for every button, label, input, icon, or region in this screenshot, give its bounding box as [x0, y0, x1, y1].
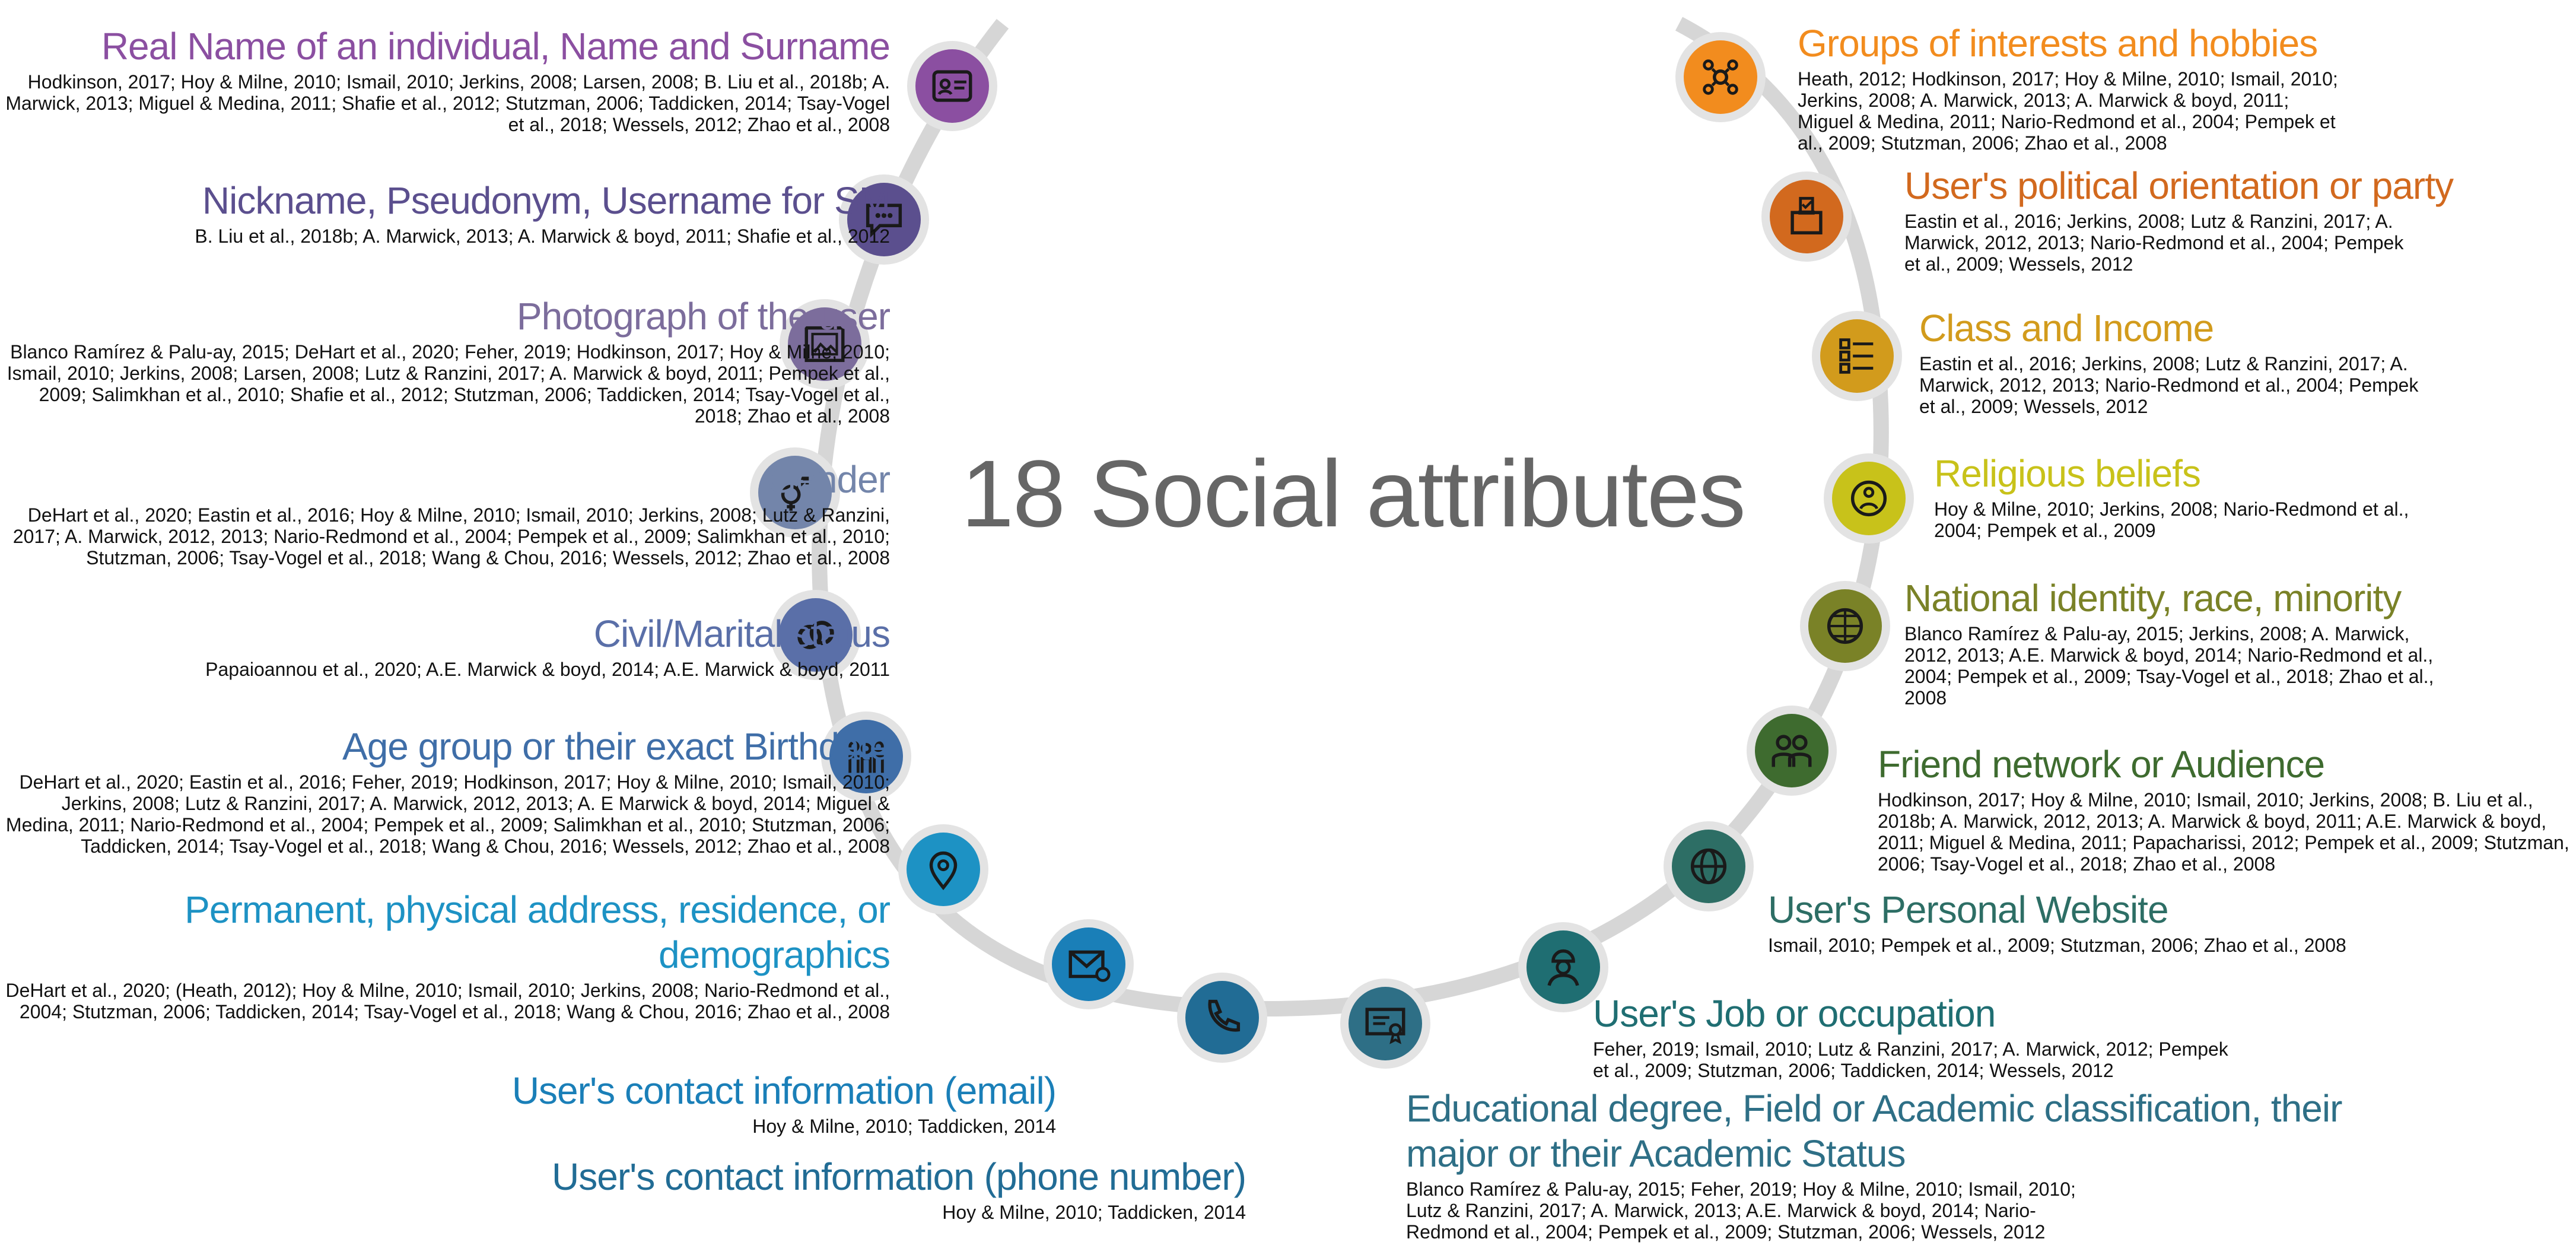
attribute-refs: Blanco Ramírez & Palu-ay, 2015; DeHart e…	[7, 341, 890, 427]
attribute-refs: Feher, 2019; Ismail, 2010; Lutz & Ranzin…	[1593, 1038, 2228, 1081]
attribute-refs: Blanco Ramírez & Palu-ay, 2015; Jerkins,…	[1904, 623, 2434, 709]
attribute-refs: Eastin et al., 2016; Jerkins, 2008; Lutz…	[1904, 211, 2404, 275]
attribute-title: Permanent, physical address, residence, …	[185, 888, 891, 976]
attribute-website: User's Personal Website Ismail, 2010; Pe…	[1768, 887, 2576, 956]
attribute-hobbies: Groups of interests and hobbies Heath, 2…	[1798, 21, 2576, 154]
attribute-node-friends	[1755, 714, 1828, 787]
page-title: 18 Social attributes	[961, 440, 1746, 547]
attribute-refs: Blanco Ramírez & Palu-ay, 2015; Feher, 2…	[1406, 1178, 2076, 1243]
attribute-node-hobbies	[1684, 40, 1757, 114]
attribute-node-nickname	[847, 183, 921, 256]
attribute-node-address	[907, 833, 980, 906]
worker-icon	[1547, 949, 1579, 986]
attribute-node-age	[829, 720, 903, 793]
attribute-national-identity: National identity, race, minority Blanco…	[1904, 576, 2576, 709]
attribute-node-email	[1052, 927, 1125, 1001]
attribute-title: National identity, race, minority	[1904, 577, 2402, 620]
attribute-refs: B. Liu et al., 2018b; A. Marwick, 2013; …	[195, 225, 890, 247]
hobbies-icon	[1703, 59, 1738, 95]
attribute-node-religion	[1832, 462, 1906, 535]
attribute-title: Real Name of an individual, Name and Sur…	[101, 25, 891, 68]
attribute-refs: Ismail, 2010; Pempek et al., 2009; Stutz…	[1768, 935, 2346, 956]
attribute-title: Gender	[767, 458, 891, 501]
photo-frame-icon	[804, 326, 845, 363]
attribute-refs: DeHart et al., 2020; Eastin et al., 2016…	[5, 771, 890, 857]
attribute-node-real-name	[915, 49, 989, 123]
attribute-age: Age group or their exact Birthdate DeHar…	[0, 724, 891, 857]
attribute-refs: DeHart et al., 2020; Eastin et al., 2016…	[12, 504, 890, 568]
attribute-title: User's Personal Website	[1768, 888, 2169, 931]
attribute-photograph: Photograph of the user Blanco Ramírez & …	[0, 294, 891, 427]
globe-icon	[1690, 848, 1727, 885]
world-people-icon	[1827, 608, 1863, 644]
attribute-friends: Friend network or Audience Hodkinson, 20…	[1878, 742, 2572, 875]
attribute-title: Groups of interests and hobbies	[1798, 22, 2318, 65]
attribute-political: User's political orientation or party Ea…	[1904, 163, 2576, 275]
chat-bubble-icon	[866, 204, 902, 238]
attribute-refs: Papaioannou et al., 2020; A.E. Marwick &…	[205, 659, 890, 680]
attribute-title: User's political orientation or party	[1904, 164, 2454, 207]
attribute-node-national-identity	[1808, 589, 1882, 663]
attribute-title: User's Job or occupation	[1593, 992, 1996, 1035]
attribute-refs: Hodkinson, 2017; Hoy & Milne, 2010; Isma…	[1878, 789, 2569, 875]
attribute-title: User's contact information (email)	[511, 1069, 1057, 1112]
attribute-nickname: Nickname, Pseudonym, Username for SM B. …	[0, 178, 891, 247]
gender-icon	[781, 476, 809, 511]
phone-icon	[1208, 999, 1241, 1032]
attribute-refs: Hoy & Milne, 2010; Jerkins, 2008; Nario-…	[1934, 498, 2409, 541]
attribute-title: Religious beliefs	[1934, 452, 2201, 495]
attribute-refs: Hoy & Milne, 2010; Taddicken, 2014	[752, 1116, 1056, 1137]
attribute-address: Permanent, physical address, residence, …	[0, 887, 891, 1022]
ballot-icon	[1791, 196, 1823, 235]
attribute-node-class-income	[1820, 319, 1894, 393]
attribute-node-photograph	[788, 307, 861, 381]
attribute-title: Age group or their exact Birthdate	[342, 725, 891, 768]
attribute-title: Nickname, Pseudonym, Username for SM	[202, 179, 891, 222]
attribute-real-name: Real Name of an individual, Name and Sur…	[0, 24, 891, 135]
attribute-title: Class and Income	[1919, 307, 2214, 350]
attribute-refs: DeHart et al., 2020; (Heath, 2012); Hoy …	[5, 980, 890, 1022]
attribute-title: Photograph of the user	[516, 295, 891, 338]
attribute-node-job	[1526, 930, 1600, 1004]
family-icon	[848, 741, 884, 773]
attribute-refs: Hodkinson, 2017; Hoy & Milne, 2010; Isma…	[5, 71, 890, 135]
email-icon	[1068, 950, 1111, 982]
attribute-job: User's Job or occupation Feher, 2019; Is…	[1593, 991, 2483, 1081]
attribute-refs: Heath, 2012; Hodkinson, 2017; Hoy & Miln…	[1798, 68, 2338, 154]
location-pin-icon	[929, 851, 958, 891]
attribute-title: Friend network or Audience	[1878, 743, 2325, 786]
friends-icon	[1772, 735, 1812, 767]
attribute-title: Educational degree, Field or Academic cl…	[1406, 1087, 2342, 1175]
attribute-phone: User's contact information (phone number…	[356, 1154, 1246, 1223]
attribute-title: User's contact information (phone number…	[552, 1155, 1246, 1198]
attribute-title: Civil/Marital status	[593, 612, 891, 655]
attribute-email: User's contact information (email) Hoy &…	[166, 1068, 1057, 1137]
attribute-node-gender	[758, 456, 832, 529]
attribute-node-marital-status	[779, 598, 853, 672]
id-card-icon	[932, 70, 972, 102]
rings-icon	[797, 621, 834, 649]
checklist-icon	[1839, 338, 1874, 374]
attribute-node-political	[1770, 180, 1843, 253]
attribute-node-phone	[1185, 981, 1259, 1054]
attribute-refs: Eastin et al., 2016; Jerkins, 2008; Lutz…	[1919, 353, 2419, 417]
prayer-icon	[1850, 480, 1887, 517]
attribute-class-income: Class and Income Eastin et al., 2016; Je…	[1919, 306, 2576, 417]
certificate-icon	[1365, 1008, 1405, 1044]
attribute-refs: Hoy & Milne, 2010; Taddicken, 2014	[942, 1202, 1246, 1223]
attribute-education: Educational degree, Field or Academic cl…	[1406, 1086, 2355, 1243]
attribute-gender: Gender DeHart et al., 2020; Eastin et al…	[0, 457, 891, 568]
attribute-marital-status: Civil/Marital status Papaioannou et al.,…	[0, 611, 891, 680]
attribute-religion: Religious beliefs Hoy & Milne, 2010; Jer…	[1934, 451, 2576, 541]
attribute-node-education	[1349, 987, 1422, 1060]
attribute-node-website	[1672, 830, 1745, 903]
